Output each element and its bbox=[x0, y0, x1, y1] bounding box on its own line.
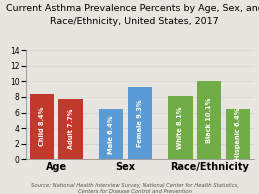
Text: Child 8.4%: Child 8.4% bbox=[39, 107, 45, 146]
Text: Hispanic 6.4%: Hispanic 6.4% bbox=[235, 108, 241, 160]
Text: Source: National Health Interview Survey, National Center for Health Statistics,: Source: National Health Interview Survey… bbox=[31, 183, 239, 194]
Bar bbox=[58, 99, 83, 159]
Bar bbox=[197, 81, 221, 159]
Text: Race/Ethnicity, United States, 2017: Race/Ethnicity, United States, 2017 bbox=[50, 17, 219, 26]
Bar bbox=[99, 109, 123, 159]
Text: White 8.1%: White 8.1% bbox=[177, 106, 183, 149]
Bar bbox=[128, 87, 152, 159]
Bar bbox=[226, 109, 250, 159]
Bar bbox=[168, 96, 192, 159]
Text: Adult 7.7%: Adult 7.7% bbox=[68, 109, 74, 149]
Bar bbox=[30, 94, 54, 159]
Text: Black 10.1%: Black 10.1% bbox=[206, 97, 212, 143]
Text: Current Asthma Prevalence Percents by Age, Sex, and: Current Asthma Prevalence Percents by Ag… bbox=[6, 4, 259, 13]
Text: Female 9.3%: Female 9.3% bbox=[137, 99, 143, 147]
Text: Male 6.4%: Male 6.4% bbox=[108, 115, 114, 154]
